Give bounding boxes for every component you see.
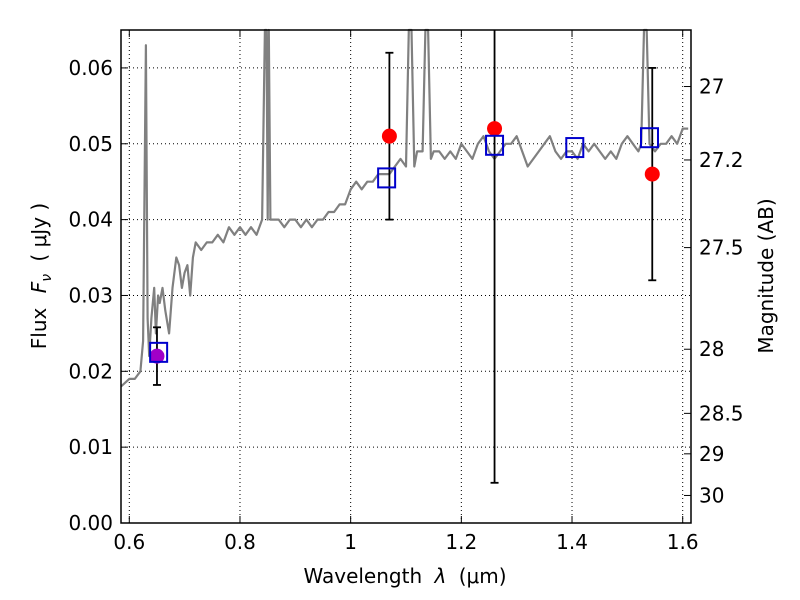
synthetic-point bbox=[377, 167, 397, 189]
magnitude-tick-label: 30 bbox=[699, 483, 724, 507]
x-tick-label: 1.4 bbox=[556, 530, 588, 554]
synthetic-point bbox=[565, 137, 585, 159]
x-tick-label: 1 bbox=[344, 530, 357, 554]
x-tick-label: 0.8 bbox=[224, 530, 256, 554]
plot-frame bbox=[120, 29, 692, 524]
y-tick-label: 0.03 bbox=[68, 283, 113, 307]
synthetic-point bbox=[149, 341, 169, 363]
x-tick-label: 0.6 bbox=[113, 530, 145, 554]
y-axis: 0.00 0.01 0.02 0.03 0.04 0.05 0.06 bbox=[68, 56, 128, 535]
synthetic-points bbox=[149, 127, 659, 363]
x-tick-label: 1.2 bbox=[445, 530, 477, 554]
x-axis-label: Wavelength λ (μm) bbox=[303, 564, 506, 588]
y-tick-label: 0.01 bbox=[68, 435, 113, 459]
grid-lines bbox=[121, 30, 691, 524]
y-tick-label: 0.05 bbox=[68, 132, 113, 156]
observed-point bbox=[381, 128, 397, 144]
magnitude-axis-label: Magnitude (AB) bbox=[754, 198, 778, 353]
model-spectrum bbox=[120, 28, 689, 388]
observed-points bbox=[149, 121, 660, 364]
synthetic-point bbox=[639, 127, 659, 149]
y-tick-label: 0.04 bbox=[68, 208, 113, 232]
x-axis: 0.6 0.8 1 1.2 1.4 1.6 bbox=[113, 30, 699, 554]
magnitude-tick-label: 28 bbox=[699, 337, 724, 361]
observed-point bbox=[149, 348, 165, 364]
synthetic-point bbox=[485, 134, 505, 156]
observed-point bbox=[644, 166, 660, 182]
magnitude-tick-label: 27 bbox=[699, 75, 724, 99]
magnitude-axis: 27 27.2 27.5 28 28.5 29 30 bbox=[684, 75, 744, 507]
y-tick-label: 0.00 bbox=[68, 511, 113, 535]
observed-point bbox=[487, 121, 503, 137]
magnitude-tick-label: 28.5 bbox=[699, 401, 744, 425]
y-axis-label: Flux Fν ( μJy ) bbox=[27, 203, 56, 349]
error-bars bbox=[152, 30, 657, 484]
y-tick-label: 0.02 bbox=[68, 359, 113, 383]
magnitude-tick-label: 29 bbox=[699, 442, 724, 466]
x-tick-label: 1.6 bbox=[667, 530, 699, 554]
magnitude-tick-label: 27.5 bbox=[699, 236, 744, 260]
magnitude-tick-label: 27.2 bbox=[699, 148, 744, 172]
y-tick-label: 0.06 bbox=[68, 56, 113, 80]
spectrum-line bbox=[120, 28, 689, 388]
